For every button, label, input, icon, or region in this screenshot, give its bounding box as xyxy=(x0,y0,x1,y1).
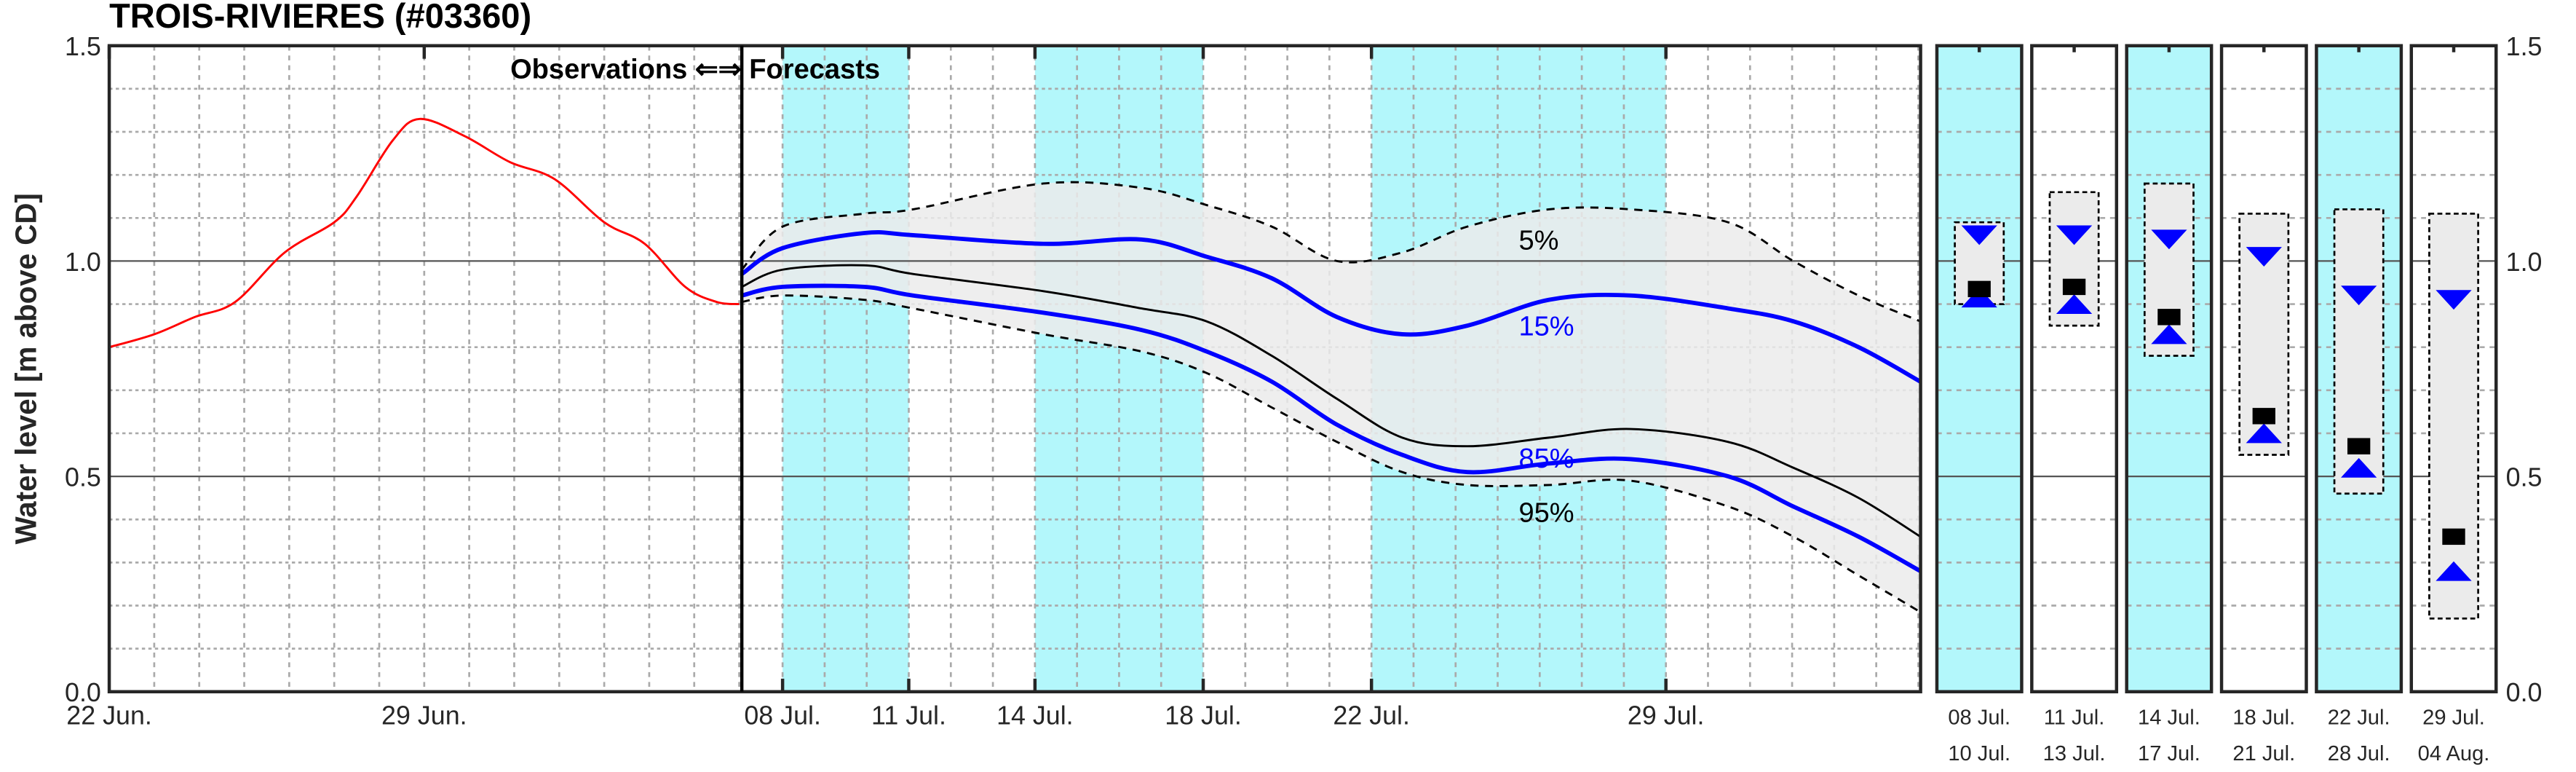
x-tick-label: 18 Jul. xyxy=(1165,701,1242,730)
period-panel: 08 Jul. 10 Jul. xyxy=(1935,44,2024,765)
period-panel: 14 Jul. 17 Jul. xyxy=(2125,44,2214,765)
x-tick-label: 14 Jul. xyxy=(996,701,1074,730)
percentile-85-marker xyxy=(2151,324,2187,344)
period-panel: 18 Jul. 21 Jul. xyxy=(2219,44,2308,765)
percentile-label: 5% xyxy=(1518,225,1558,256)
observations-line xyxy=(108,117,740,349)
y-tick-label-right: 0.0 xyxy=(2506,678,2543,707)
x-tick-label: 22 Jun. xyxy=(66,701,152,730)
weekend-shade xyxy=(782,45,909,692)
panel-start-date: 29 Jul. xyxy=(2422,706,2485,730)
y-tick-label: 1.0 xyxy=(65,248,101,277)
observations-forecasts-annotation: Observations ⇐⇒ Forecasts xyxy=(510,55,880,85)
y-tick-label-right: 1.5 xyxy=(2506,32,2543,61)
x-tick-label: 08 Jul. xyxy=(744,701,821,730)
panel-background xyxy=(1936,45,2022,692)
panel-background xyxy=(2126,45,2212,692)
period-panel: 29 Jul. 04 Aug. xyxy=(2409,44,2498,765)
series-line-15pct xyxy=(740,229,1922,384)
x-tick-label: 22 Jul. xyxy=(1333,701,1410,730)
x-tick-label: 29 Jul. xyxy=(1628,701,1705,730)
percentile-15-marker xyxy=(2436,290,2472,310)
period-panel: 11 Jul. 13 Jul. xyxy=(2030,44,2119,765)
series-line-95pct xyxy=(741,294,1922,613)
panel-end-date: 21 Jul. xyxy=(2232,742,2295,765)
percentile-label: 15% xyxy=(1518,312,1574,342)
series-line-85pct xyxy=(741,283,1922,573)
panel-end-date: 17 Jul. xyxy=(2138,742,2200,765)
y-tick-label: 0.0 xyxy=(65,678,101,707)
panel-start-date: 22 Jul. xyxy=(2328,706,2390,730)
series-line-5pct xyxy=(740,181,1921,323)
percentile-15-marker xyxy=(2341,285,2377,306)
range-box xyxy=(2428,213,2479,620)
percentile-15-marker xyxy=(2151,229,2187,250)
x-tick-label: 11 Jul. xyxy=(871,701,946,730)
median-marker xyxy=(1967,280,1991,298)
series-line-median xyxy=(741,264,1922,538)
percentile-85-marker xyxy=(2056,294,2093,314)
y-axis-label: Water level [m above CD] xyxy=(9,193,42,544)
percentile-15-marker xyxy=(1961,225,1997,245)
forecast-band xyxy=(742,182,1921,613)
median-marker xyxy=(2062,278,2086,296)
percentile-label: 95% xyxy=(1518,498,1574,529)
median-marker xyxy=(2347,438,2371,454)
median-marker xyxy=(2157,309,2181,326)
panel-start-date: 18 Jul. xyxy=(2232,706,2295,730)
percentile-85-marker xyxy=(1961,288,1997,308)
panel-end-date: 10 Jul. xyxy=(1948,742,2010,765)
percentile-15-marker xyxy=(2056,225,2093,245)
chart-title: TROIS-RIVIERES (#03360) xyxy=(109,0,531,35)
percentile-85-marker xyxy=(2341,457,2377,478)
panel-end-date: 04 Aug. xyxy=(2418,742,2490,765)
panel-end-date: 28 Jul. xyxy=(2328,742,2390,765)
panel-end-date: 13 Jul. xyxy=(2043,742,2106,765)
period-summary-panels: 08 Jul. 10 Jul. 11 Jul. 13 Jul. 14 Jul. 17 Ju… xyxy=(1935,44,2498,765)
y-tick-label: 1.5 xyxy=(65,32,101,61)
y-tick-label-right: 1.0 xyxy=(2506,248,2543,277)
x-tick-label: 29 Jun. xyxy=(381,701,467,730)
y-tick-label-right: 0.5 xyxy=(2506,463,2543,492)
plot-frame xyxy=(107,44,1922,693)
y-tick-label: 0.5 xyxy=(65,463,101,492)
main-plot: 5% 15% 85% 95% 0.0 0.0 0.5 0.5 1.0 1.0 1.5 1.5 22 Ju… xyxy=(65,32,2542,730)
period-panel: 22 Jul. 28 Jul. xyxy=(2315,44,2403,765)
percentile-85-marker xyxy=(2436,561,2472,581)
median-marker xyxy=(2442,528,2465,545)
percentile-85-marker xyxy=(2246,423,2282,444)
panel-background xyxy=(2032,45,2117,692)
percentile-label: 85% xyxy=(1518,444,1574,474)
panel-start-date: 08 Jul. xyxy=(1948,706,2010,730)
panel-start-date: 14 Jul. xyxy=(2138,706,2200,730)
percentile-15-marker xyxy=(2246,247,2282,267)
panel-start-date: 11 Jul. xyxy=(2044,706,2105,730)
median-marker xyxy=(2252,408,2275,425)
